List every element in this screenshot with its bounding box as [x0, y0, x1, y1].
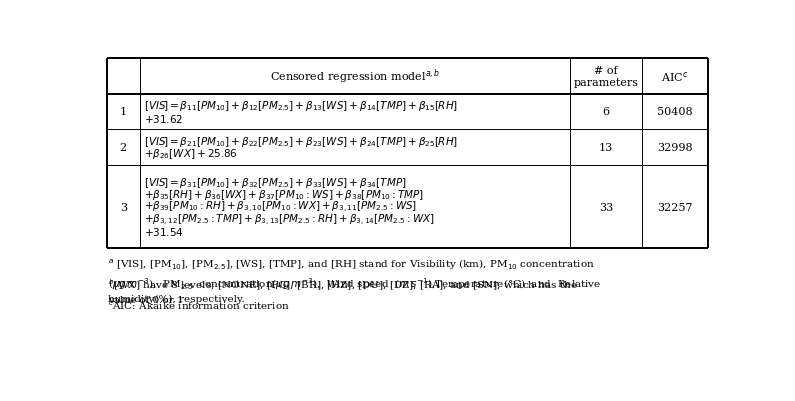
- Text: 2: 2: [120, 143, 127, 153]
- Text: $+ \beta_{39}[PM_{10} : RH] + \beta_{3,10}[PM_{10} : WX] + \beta_{3,11}[PM_{2.5}: $+ \beta_{39}[PM_{10} : RH] + \beta_{3,1…: [144, 200, 417, 215]
- Text: $+ 31.54$: $+ 31.54$: [144, 226, 184, 238]
- Text: 13: 13: [599, 143, 613, 153]
- Text: $^{c}$AIC: Akaike information criterion: $^{c}$AIC: Akaike information criterion: [108, 298, 290, 311]
- Text: $^{b}$[WX] have 8 levels; [NONE], [FG], [BR], [HZ], [DU], [DZ], [RA], and [SN], : $^{b}$[WX] have 8 levels; [NONE], [FG], …: [108, 277, 578, 304]
- Text: 32998: 32998: [657, 143, 693, 153]
- Text: $[VIS\!] = \beta_{21}[PM_{10}] + \beta_{22}[PM_{2.5}] + \beta_{23}[WS] + \beta_{: $[VIS\!] = \beta_{21}[PM_{10}] + \beta_{…: [144, 135, 458, 148]
- Text: $+ \beta_{3,12}[PM_{2.5} : TMP] + \beta_{3,13}[PM_{2.5} : RH] + \beta_{3,14}[PM_: $+ \beta_{3,12}[PM_{2.5} : TMP] + \beta_…: [144, 212, 434, 227]
- Text: $+ \beta_{35}[RH] + \beta_{36}[WX] + \beta_{37}[PM_{10} : WS] + \beta_{38}[PM_{1: $+ \beta_{35}[RH] + \beta_{36}[WX] + \be…: [144, 188, 424, 202]
- Text: AIC$^{c}$: AIC$^{c}$: [661, 70, 688, 84]
- Text: 32257: 32257: [657, 202, 692, 212]
- Text: Censored regression model$^{a,b}$: Censored regression model$^{a,b}$: [270, 67, 440, 86]
- Text: $[VIS\!] = \beta_{11}[PM_{10}] + \beta_{12}[PM_{2.5}] + \beta_{13}[WS] + \beta_{: $[VIS\!] = \beta_{11}[PM_{10}] + \beta_{…: [144, 99, 458, 113]
- Text: $+ \beta_{26}[WX] + 25.86$: $+ \beta_{26}[WX] + 25.86$: [144, 147, 238, 161]
- Text: 33: 33: [599, 202, 613, 212]
- Text: # of
parameters: # of parameters: [573, 66, 638, 87]
- Text: 6: 6: [603, 107, 610, 117]
- Text: 1: 1: [120, 107, 127, 117]
- Text: 3: 3: [120, 202, 127, 212]
- Text: $+31.62$: $+31.62$: [144, 112, 183, 124]
- Text: 50408: 50408: [657, 107, 693, 117]
- Text: $^{a}$ [VIS], [PM$_{10}$], [PM$_{2.5}$], [WS], [TMP], and [RH] stand for Visibil: $^{a}$ [VIS], [PM$_{10}$], [PM$_{2.5}$],…: [108, 257, 602, 303]
- Text: $[VIS\!] = \beta_{31}[PM_{10}] + \beta_{32}[PM_{2.5}] + \beta_{33}[WS] + \beta_{: $[VIS\!] = \beta_{31}[PM_{10}] + \beta_{…: [144, 176, 406, 189]
